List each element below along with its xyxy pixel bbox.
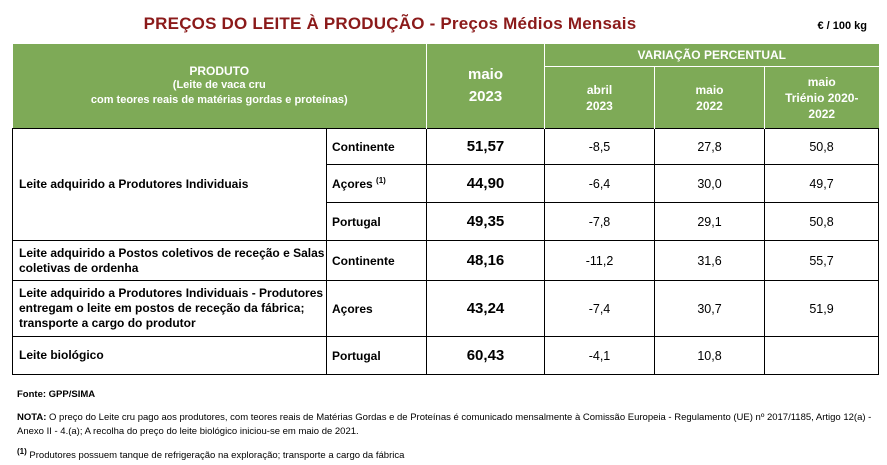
region-cell: Açores (1) <box>326 164 427 203</box>
price-cell: 60,43 <box>426 336 545 375</box>
var-abril-cell: -8,5 <box>544 128 655 165</box>
var-maio-cell: 30,7 <box>654 280 765 337</box>
header-variacao: VARIAÇÃO PERCENTUAL <box>543 44 879 67</box>
unit-label: € / 100 kg <box>817 20 867 32</box>
region-cell: Açores <box>326 280 427 337</box>
var-trienio-cell: 50,8 <box>763 128 880 165</box>
var-maio-cell: 27,8 <box>654 128 765 165</box>
header-trienio: maio Triénio 2020- 2022 <box>763 66 879 129</box>
region-cell: Portugal <box>326 202 427 241</box>
var-abril-cell: -6,4 <box>544 164 655 203</box>
notes: Fonte: GPP/SIMA NOTA: O preço do Leite c… <box>17 388 877 463</box>
region-cell: Portugal <box>326 336 427 375</box>
price-cell: 51,57 <box>426 128 545 165</box>
source-note: Fonte: GPP/SIMA <box>17 389 96 400</box>
var-abril-cell: -4,1 <box>544 336 655 375</box>
product-cell: Leite biológico <box>12 336 327 375</box>
product-cell: Leite adquirido a Produtores Individuais… <box>12 280 327 337</box>
header-abril-2023: abril 2023 <box>544 66 655 129</box>
var-trienio-cell: 50,8 <box>763 202 880 241</box>
var-maio-cell: 30,0 <box>654 164 765 203</box>
var-trienio-cell: 51,9 <box>763 280 880 337</box>
var-maio-cell: 10,8 <box>654 336 765 375</box>
var-trienio-cell: 49,7 <box>763 164 880 203</box>
price-cell: 44,90 <box>426 164 545 203</box>
price-cell: 43,24 <box>426 280 545 337</box>
nota-text: NOTA: O preço do Leite cru pago aos prod… <box>17 412 872 437</box>
table-row: Leite adquirido a Postos coletivos de re… <box>12 240 880 281</box>
region-cell: Continente <box>326 240 427 281</box>
table-row: Leite adquirido a Produtores Individuais… <box>12 280 880 337</box>
region-cell: Continente <box>326 128 427 165</box>
table-row: Leite biológico Portugal 60,43 -4,1 10,8 <box>12 336 880 375</box>
product-cell: Leite adquirido a Postos coletivos de re… <box>12 240 327 281</box>
table-row: Portugal 49,35 -7,8 29,1 50,8 <box>13 202 880 241</box>
product-cell: Leite adquirido a Produtores Individuais <box>12 128 327 241</box>
page-title: PREÇOS DO LEITE À PRODUÇÃO - Preços Médi… <box>143 14 637 33</box>
table-row: Leite adquirido a Produtores Individuais… <box>12 128 880 241</box>
table-row: Açores (1) 44,90 -6,4 30,0 49,7 <box>13 164 880 203</box>
var-abril-cell: -11,2 <box>544 240 655 281</box>
price-cell: 49,35 <box>426 202 545 241</box>
var-maio-cell: 29,1 <box>654 202 765 241</box>
footnote-marker: (1) <box>376 176 386 185</box>
var-abril-cell: -7,4 <box>544 280 655 337</box>
prices-table: PRODUTO (Leite de vaca cru com teores re… <box>12 44 880 375</box>
price-cell: 48,16 <box>426 240 545 281</box>
header-produto: PRODUTO (Leite de vaca cru com teores re… <box>12 44 427 129</box>
var-trienio-cell: 55,7 <box>763 240 880 281</box>
var-abril-cell: -7,8 <box>544 202 655 241</box>
header-maio-2023: maio 2023 <box>426 44 545 129</box>
var-maio-cell: 31,6 <box>654 240 765 281</box>
footnote: (1) Produtores possuem tanque de refrige… <box>17 447 405 462</box>
var-trienio-cell <box>763 336 880 375</box>
header-maio-2022: maio 2022 <box>654 66 765 129</box>
